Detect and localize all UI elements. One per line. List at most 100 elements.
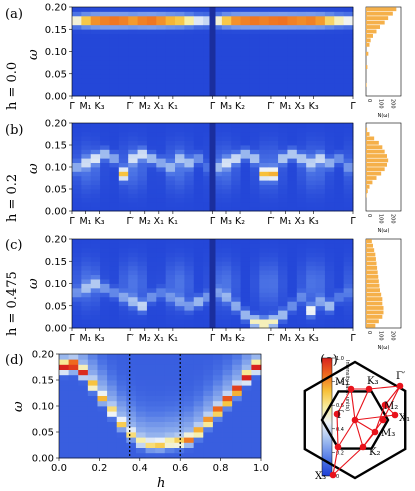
heatmap-cell: [68, 374, 79, 381]
heatmap-cell: [184, 91, 195, 97]
heatmap-cell: [343, 158, 354, 163]
heatmap-cell: [287, 123, 298, 128]
heatmap-cell: [193, 279, 204, 284]
heatmap-cell: [156, 256, 167, 262]
heatmap-cell: [222, 369, 233, 376]
heatmap-cell: [59, 411, 70, 417]
x-tick-label: M₃: [220, 333, 232, 344]
heatmap-cell: [156, 243, 167, 249]
heatmap-cell: [164, 364, 175, 370]
heatmap-cell: [212, 279, 223, 284]
heatmap-cell: [100, 20, 110, 26]
heatmap-cell: [81, 189, 92, 194]
heatmap-cell: [128, 38, 138, 43]
heatmap-cell: [87, 385, 98, 391]
heatmap-cell: [193, 60, 204, 66]
heatmap-cell: [155, 437, 166, 443]
heatmap-cell: [231, 64, 241, 70]
histogram-bar: [366, 176, 377, 180]
heatmap-cell: [296, 243, 307, 249]
heatmap-cell: [334, 47, 345, 52]
heatmap-cell: [212, 426, 223, 433]
heatmap-cell: [164, 385, 175, 391]
heatmap-cell: [90, 287, 101, 293]
heatmap-cell: [222, 426, 233, 433]
heatmap-cell: [128, 256, 138, 262]
heatmap-cell: [118, 149, 129, 155]
heatmap-cell: [128, 55, 138, 61]
heatmap-cell: [324, 171, 335, 177]
heatmap-cell: [343, 42, 354, 48]
heatmap-cell: [203, 239, 213, 244]
bz-point: [359, 443, 367, 451]
heatmap-cell: [109, 149, 120, 155]
heatmap-cell: [165, 319, 176, 324]
heatmap-cell: [184, 51, 195, 57]
heatmap-cell: [100, 202, 110, 207]
heatmap-cell: [343, 127, 354, 133]
heatmap-cell: [90, 64, 101, 70]
heatmap-cell: [296, 42, 307, 48]
heatmap-cell: [175, 64, 185, 70]
heatmap-cell: [343, 33, 354, 39]
heatmap-cell: [165, 145, 176, 150]
heatmap-cell: [268, 140, 279, 146]
heatmap-cell: [203, 55, 213, 61]
heatmap-cell: [68, 416, 79, 422]
heatmap-cell: [135, 385, 146, 391]
bz-point: [379, 416, 387, 424]
histogram-bar: [366, 136, 375, 141]
heatmap-cell: [100, 15, 110, 21]
heatmap-cell: [240, 69, 251, 75]
heatmap-cell: [240, 51, 251, 57]
heatmap-cell: [184, 274, 195, 280]
heatmap-cell: [296, 239, 307, 244]
bz-point-label: Γ′: [396, 371, 406, 382]
heatmap-cell: [128, 64, 138, 70]
heatmap-cell: [72, 252, 82, 258]
heatmap-cell: [268, 296, 279, 302]
heatmap-cell: [174, 406, 185, 412]
colorbar-tick-label: 0.6: [336, 403, 344, 409]
heatmap-cell: [203, 252, 213, 258]
heatmap-cell: [287, 149, 298, 155]
heatmap-cell: [221, 140, 232, 146]
dos-axis-label: N(ω): [378, 345, 390, 351]
heatmap-cell: [165, 239, 176, 244]
heatmap-cell: [240, 287, 251, 293]
heatmap-cell: [315, 127, 326, 133]
heatmap-cell: [315, 243, 326, 249]
heatmap-cell: [231, 274, 241, 280]
heatmap-cell: [306, 243, 316, 249]
heatmap-cell: [174, 442, 185, 448]
heatmap-cell: [249, 51, 260, 57]
heatmap-cell: [296, 279, 307, 284]
heatmap-cell: [324, 7, 335, 12]
histogram-bar: [366, 243, 373, 248]
heatmap-cell: [193, 319, 204, 324]
heatmap-cell: [221, 202, 232, 207]
x-tick-label: Γ: [350, 333, 356, 344]
heatmap-cell: [287, 197, 298, 203]
heatmap-cell: [232, 426, 243, 433]
heatmap-cell: [100, 123, 110, 128]
heatmap-cell: [240, 292, 251, 298]
heatmap-cell: [306, 11, 316, 17]
heatmap-cell: [165, 193, 176, 199]
heatmap-cell: [109, 42, 120, 48]
heatmap-cell: [146, 189, 157, 194]
heatmap-cell: [287, 189, 298, 194]
heatmap-cell: [212, 243, 223, 249]
heatmap-cell: [165, 24, 176, 30]
heatmap-cell: [100, 252, 110, 258]
heatmap-cell: [116, 374, 127, 381]
heatmap-cell: [278, 55, 288, 61]
heatmap-cell: [306, 180, 316, 185]
heatmap-cell: [59, 437, 70, 443]
heatmap-cell: [97, 447, 108, 454]
heatmap-cell: [72, 184, 82, 190]
heatmap-cell: [343, 239, 354, 244]
heatmap-cell: [222, 400, 233, 407]
heatmap-cell: [126, 447, 137, 454]
x-tick-label: X₃: [294, 216, 305, 227]
